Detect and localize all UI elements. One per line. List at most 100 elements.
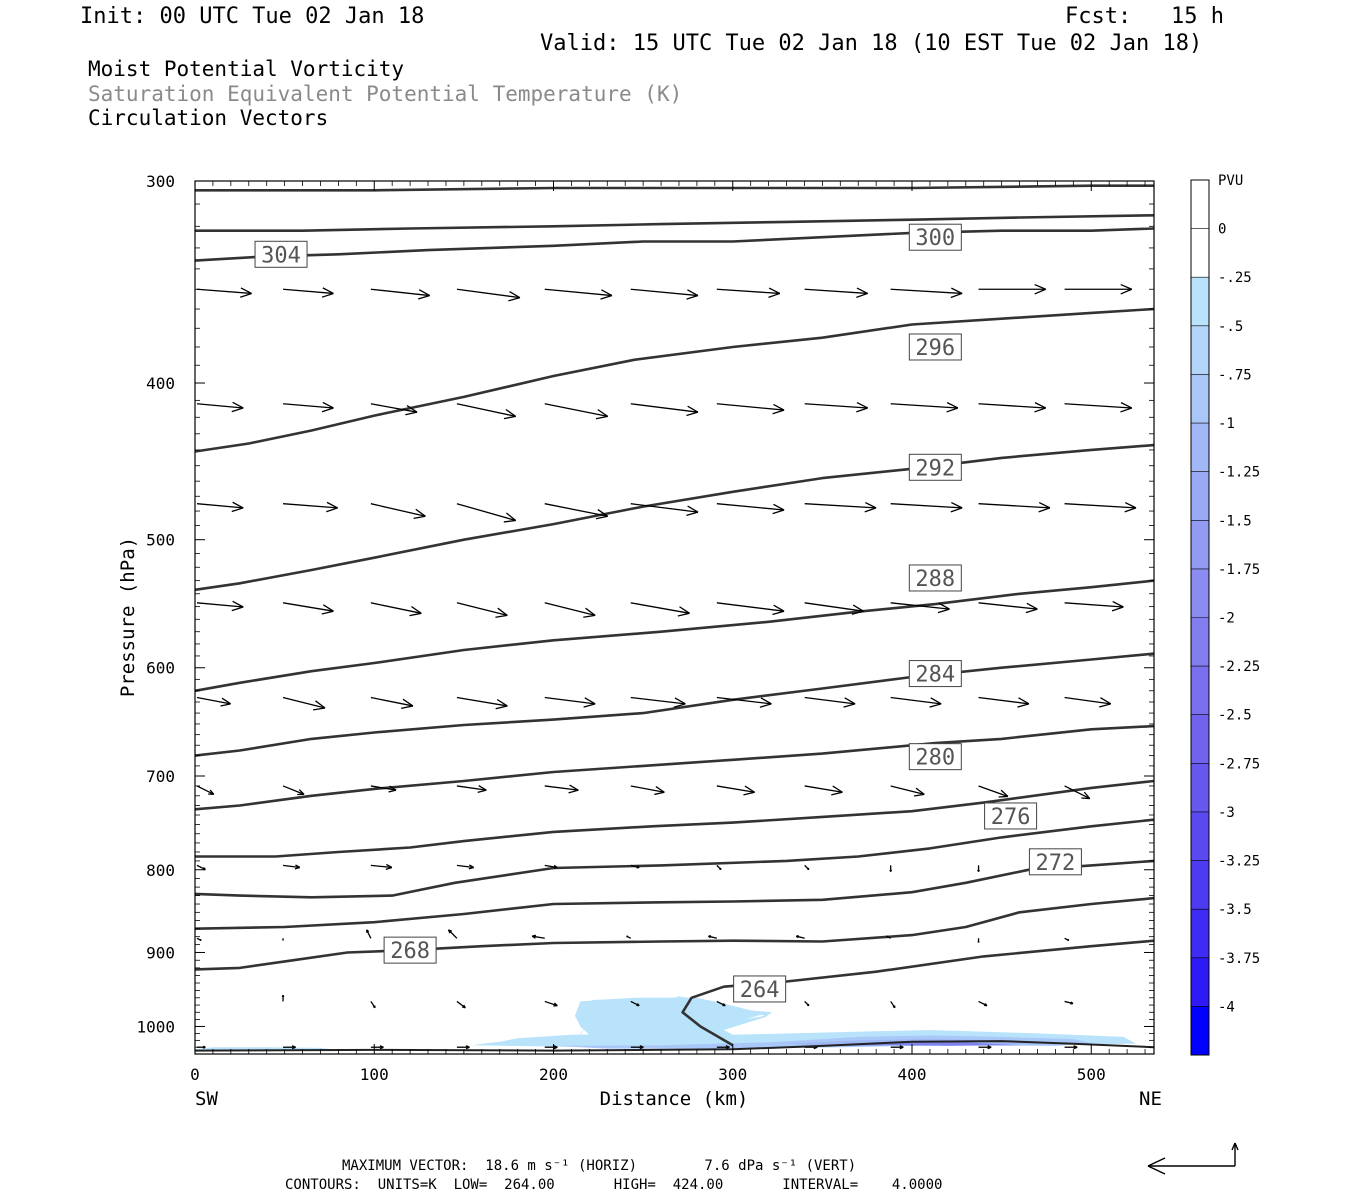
contour-label-272: 272 <box>1036 851 1076 876</box>
colorbar-swatch <box>1191 325 1209 375</box>
contour-label-288: 288 <box>915 567 955 592</box>
vector-arrow <box>630 785 665 796</box>
y-axis-label: Pressure (hPa) <box>117 537 139 697</box>
vector-arrow <box>630 1045 644 1050</box>
colorbar-swatch <box>1191 520 1209 570</box>
vector-arrow <box>1064 600 1124 612</box>
colorbar-swatch <box>1191 180 1209 230</box>
vector-arrow <box>531 934 545 939</box>
vector-arrow <box>544 696 596 708</box>
vector-arrow <box>456 503 517 523</box>
y-tick-label: 700 <box>146 767 175 786</box>
vector-arrow <box>544 288 613 300</box>
vector-arrow <box>804 501 877 513</box>
y-tick-label: 900 <box>146 943 175 962</box>
contour-label-box-296 <box>908 333 962 361</box>
vector-arrow <box>1064 1045 1078 1050</box>
contour-label-box-288 <box>908 564 962 592</box>
vector-arrow <box>630 602 690 617</box>
vector-arrow <box>1064 696 1112 708</box>
x-tick-label: 0 <box>190 1065 200 1084</box>
contour-272 <box>194 859 1155 930</box>
pv-shading <box>195 996 1137 1052</box>
pv-region-3 <box>553 1035 1092 1049</box>
vector-arrow <box>456 602 508 618</box>
vector-arrow <box>978 696 1030 708</box>
reference-vector <box>1147 1142 1239 1175</box>
pv-region-1 <box>575 997 765 1037</box>
contour-label-304: 304 <box>261 243 301 268</box>
vector-arrow <box>456 696 508 710</box>
vector-arrow <box>282 287 334 298</box>
colorbar-swatch <box>1191 471 1209 521</box>
colorbar-label: -4 <box>1218 999 1235 1015</box>
x-axis-label: Distance (km) <box>600 1088 749 1110</box>
vector-arrow <box>370 1001 376 1009</box>
contour-312 <box>195 184 1154 192</box>
vector-arrow <box>456 1045 470 1050</box>
vector-arrow <box>283 1045 296 1050</box>
contour-label-box-292 <box>908 453 962 481</box>
x-tick-label: 300 <box>718 1065 747 1084</box>
vector-arrow <box>544 403 609 420</box>
vector-arrow <box>281 994 285 1002</box>
colorbar-label: -2.25 <box>1218 659 1260 675</box>
vector-arrow <box>626 935 632 939</box>
vector-arrow <box>890 785 925 797</box>
contour-label-box-284 <box>908 660 962 688</box>
contour-label-276: 276 <box>991 805 1031 830</box>
vector-arrow <box>716 864 722 871</box>
vector-arrow <box>282 696 326 711</box>
plot-frame <box>194 180 1155 1055</box>
vector-arrow <box>804 696 856 708</box>
endpoint-right: NE <box>1139 1088 1162 1110</box>
colorbar-label: -.75 <box>1218 367 1252 383</box>
vector-arrow <box>1064 402 1133 413</box>
vector-arrow <box>886 935 891 939</box>
contour-label-box-300 <box>908 223 962 251</box>
contour-288 <box>194 652 1155 757</box>
vector-arrow <box>1064 937 1070 942</box>
vector-arrow <box>282 602 334 615</box>
endpoint-left: SW <box>195 1088 218 1110</box>
vector-arrow <box>370 863 393 870</box>
y-tick-label: 500 <box>146 531 175 550</box>
vector-arrow <box>544 784 579 794</box>
vector-arrow <box>804 785 843 796</box>
colorbar-swatch <box>1191 568 1209 618</box>
vector-arrow <box>544 602 596 618</box>
vector-arrow <box>804 401 868 413</box>
vector-arrow <box>890 602 950 614</box>
vector-arrow <box>370 403 418 416</box>
vector-arrow <box>630 403 699 417</box>
colorbar-swatch <box>1191 714 1209 764</box>
valid-time: Valid: 15 UTC Tue 02 Jan 18 (10 EST Tue … <box>540 31 1203 56</box>
vector-arrow <box>630 696 686 708</box>
theta-es-contours <box>194 184 1155 1047</box>
vector-arrow <box>978 402 1047 413</box>
vector-arrow <box>544 864 558 869</box>
colorbar-label: -.25 <box>1218 270 1252 286</box>
vector-arrow <box>456 785 487 794</box>
contour-304 <box>194 227 1155 262</box>
max-vector-note: MAXIMUM VECTOR: 18.6 m s⁻¹ (HORIZ) 7.6 d… <box>342 1158 857 1174</box>
vector-arrow <box>795 935 805 939</box>
vector-arrow <box>366 929 372 939</box>
pv-region-5 <box>840 1042 1020 1046</box>
colorbar-swatch <box>1191 957 1209 1007</box>
vector-arrow <box>889 865 893 872</box>
vector-arrow <box>716 503 785 515</box>
vector-arrow <box>978 283 1046 295</box>
vector-arrow <box>716 1000 726 1007</box>
vector-arrow <box>282 785 305 796</box>
vector-arrow <box>1064 1000 1074 1005</box>
vector-arrow <box>544 1000 558 1007</box>
contour-292 <box>194 579 1155 693</box>
vector-arrow <box>196 696 231 707</box>
vector-arrow <box>1064 785 1091 800</box>
contour-label-296: 296 <box>915 336 955 361</box>
vector-arrow <box>196 864 206 871</box>
field-title-vectors: Circulation Vectors <box>88 106 329 130</box>
contour-label-box-268 <box>383 936 437 964</box>
vector-arrow <box>630 864 640 869</box>
